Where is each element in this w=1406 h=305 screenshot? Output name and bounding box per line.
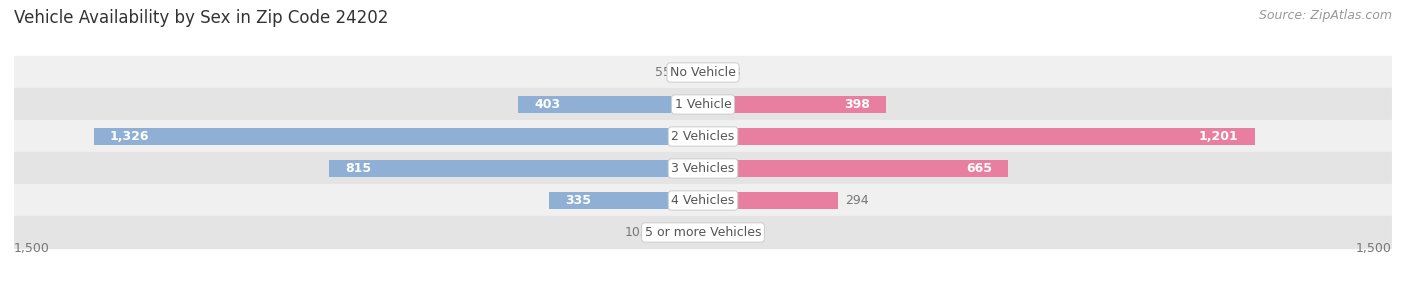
Bar [703,96,886,113]
Text: 1,201: 1,201 [1199,130,1239,143]
Bar [655,224,703,241]
Text: 1,500: 1,500 [14,242,51,255]
Text: 403: 403 [534,98,560,111]
Text: 294: 294 [845,194,869,207]
FancyBboxPatch shape [14,184,1392,217]
Text: No Vehicle: No Vehicle [671,66,735,79]
Text: 665: 665 [966,162,993,175]
Text: Vehicle Availability by Sex in Zip Code 24202: Vehicle Availability by Sex in Zip Code … [14,9,388,27]
Text: 3 Vehicles: 3 Vehicles [672,162,734,175]
Legend: Male, Female: Male, Female [640,303,766,305]
Text: 1,500: 1,500 [1355,242,1392,255]
Text: 5 or more Vehicles: 5 or more Vehicles [645,226,761,239]
Bar [94,128,703,145]
Text: 33: 33 [725,66,741,79]
Bar [550,192,703,209]
Bar [517,96,703,113]
Bar [703,128,1254,145]
Text: 815: 815 [344,162,371,175]
Bar [703,192,838,209]
Bar [703,160,1008,177]
Bar [329,160,703,177]
Bar [703,64,718,81]
FancyBboxPatch shape [14,56,1392,89]
Bar [678,64,703,81]
Text: 398: 398 [844,98,870,111]
Text: 1 Vehicle: 1 Vehicle [675,98,731,111]
Text: 0: 0 [710,226,718,239]
FancyBboxPatch shape [14,88,1392,121]
FancyBboxPatch shape [14,120,1392,153]
Text: 2 Vehicles: 2 Vehicles [672,130,734,143]
FancyBboxPatch shape [14,216,1392,249]
Text: Source: ZipAtlas.com: Source: ZipAtlas.com [1258,9,1392,22]
Text: 335: 335 [565,194,591,207]
Text: 4 Vehicles: 4 Vehicles [672,194,734,207]
Text: 103: 103 [626,226,648,239]
FancyBboxPatch shape [14,152,1392,185]
Text: 55: 55 [655,66,671,79]
Text: 1,326: 1,326 [110,130,149,143]
